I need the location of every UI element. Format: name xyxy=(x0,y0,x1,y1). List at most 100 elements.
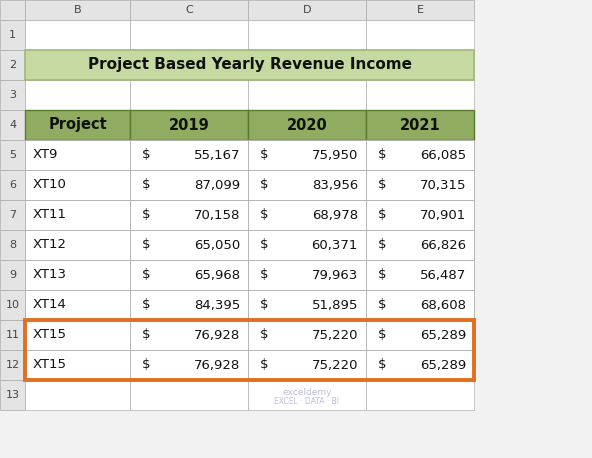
Bar xyxy=(0,230,25,260)
Text: 68,608: 68,608 xyxy=(420,299,466,311)
Text: 13: 13 xyxy=(5,390,20,400)
Bar xyxy=(25,320,130,350)
Bar xyxy=(130,230,248,260)
Text: $: $ xyxy=(260,148,269,162)
Bar xyxy=(130,140,248,170)
Bar xyxy=(248,350,366,380)
Bar xyxy=(366,260,474,290)
Bar xyxy=(25,230,130,260)
Bar xyxy=(130,230,248,260)
Text: 65,289: 65,289 xyxy=(420,328,466,342)
Bar xyxy=(366,80,474,110)
Text: 66,085: 66,085 xyxy=(420,148,466,162)
Bar xyxy=(25,140,130,170)
Bar xyxy=(25,20,130,50)
Bar xyxy=(366,260,474,290)
Text: XT12: XT12 xyxy=(33,239,67,251)
Bar xyxy=(366,110,474,140)
Text: $: $ xyxy=(378,268,387,282)
Bar xyxy=(366,0,474,20)
Bar xyxy=(366,380,474,410)
Text: 84,395: 84,395 xyxy=(194,299,240,311)
Text: $: $ xyxy=(142,148,150,162)
Bar xyxy=(0,170,25,200)
Text: $: $ xyxy=(378,299,387,311)
Bar xyxy=(25,80,130,110)
Bar xyxy=(130,50,248,80)
Text: 2021: 2021 xyxy=(400,118,440,132)
Bar xyxy=(25,140,130,170)
Text: 2019: 2019 xyxy=(169,118,210,132)
Bar xyxy=(0,260,25,290)
Bar xyxy=(0,140,25,170)
Bar xyxy=(25,50,130,80)
Bar xyxy=(130,170,248,200)
Bar xyxy=(130,260,248,290)
Bar xyxy=(366,230,474,260)
Bar xyxy=(0,200,25,230)
Bar xyxy=(130,290,248,320)
Text: 55,167: 55,167 xyxy=(194,148,240,162)
Bar xyxy=(130,320,248,350)
Text: E: E xyxy=(417,5,423,15)
Bar xyxy=(248,140,366,170)
Text: 65,289: 65,289 xyxy=(420,359,466,371)
Text: 10: 10 xyxy=(5,300,20,310)
Text: $: $ xyxy=(260,208,269,222)
Text: $: $ xyxy=(260,179,269,191)
Text: 9: 9 xyxy=(9,270,16,280)
Bar xyxy=(248,80,366,110)
Bar xyxy=(25,260,130,290)
Bar xyxy=(130,350,248,380)
Bar xyxy=(248,350,366,380)
Text: $: $ xyxy=(142,328,150,342)
Bar xyxy=(248,230,366,260)
Text: 68,978: 68,978 xyxy=(312,208,358,222)
Text: 2020: 2020 xyxy=(287,118,327,132)
Text: XT15: XT15 xyxy=(33,328,67,342)
Bar xyxy=(248,140,366,170)
Text: $: $ xyxy=(142,268,150,282)
Bar xyxy=(248,230,366,260)
Bar xyxy=(248,290,366,320)
Bar xyxy=(25,200,130,230)
Bar xyxy=(130,20,248,50)
Bar xyxy=(248,170,366,200)
Bar xyxy=(130,200,248,230)
Text: $: $ xyxy=(378,208,387,222)
Bar xyxy=(130,80,248,110)
Text: 83,956: 83,956 xyxy=(312,179,358,191)
Text: 66,826: 66,826 xyxy=(420,239,466,251)
Text: XT9: XT9 xyxy=(33,148,59,162)
Text: $: $ xyxy=(142,239,150,251)
Bar xyxy=(366,230,474,260)
Bar xyxy=(366,290,474,320)
Bar xyxy=(130,170,248,200)
Bar xyxy=(0,20,25,50)
Text: $: $ xyxy=(260,239,269,251)
Text: 60,371: 60,371 xyxy=(311,239,358,251)
Bar xyxy=(248,320,366,350)
Bar xyxy=(25,290,130,320)
Bar xyxy=(366,170,474,200)
Text: 51,895: 51,895 xyxy=(311,299,358,311)
Bar xyxy=(366,320,474,350)
Bar xyxy=(25,200,130,230)
Text: 87,099: 87,099 xyxy=(194,179,240,191)
Text: 3: 3 xyxy=(9,90,16,100)
Bar xyxy=(248,260,366,290)
Text: EXCEL · DATA · BI: EXCEL · DATA · BI xyxy=(275,397,339,406)
Text: $: $ xyxy=(260,268,269,282)
Bar xyxy=(248,110,366,140)
Bar xyxy=(366,170,474,200)
Bar xyxy=(248,50,366,80)
Text: $: $ xyxy=(378,359,387,371)
Text: $: $ xyxy=(378,148,387,162)
Bar xyxy=(0,110,25,140)
Bar xyxy=(0,350,25,380)
Text: 75,950: 75,950 xyxy=(311,148,358,162)
Text: exceldemy: exceldemy xyxy=(282,388,332,397)
Text: 70,901: 70,901 xyxy=(420,208,466,222)
Bar xyxy=(0,80,25,110)
Bar xyxy=(366,140,474,170)
